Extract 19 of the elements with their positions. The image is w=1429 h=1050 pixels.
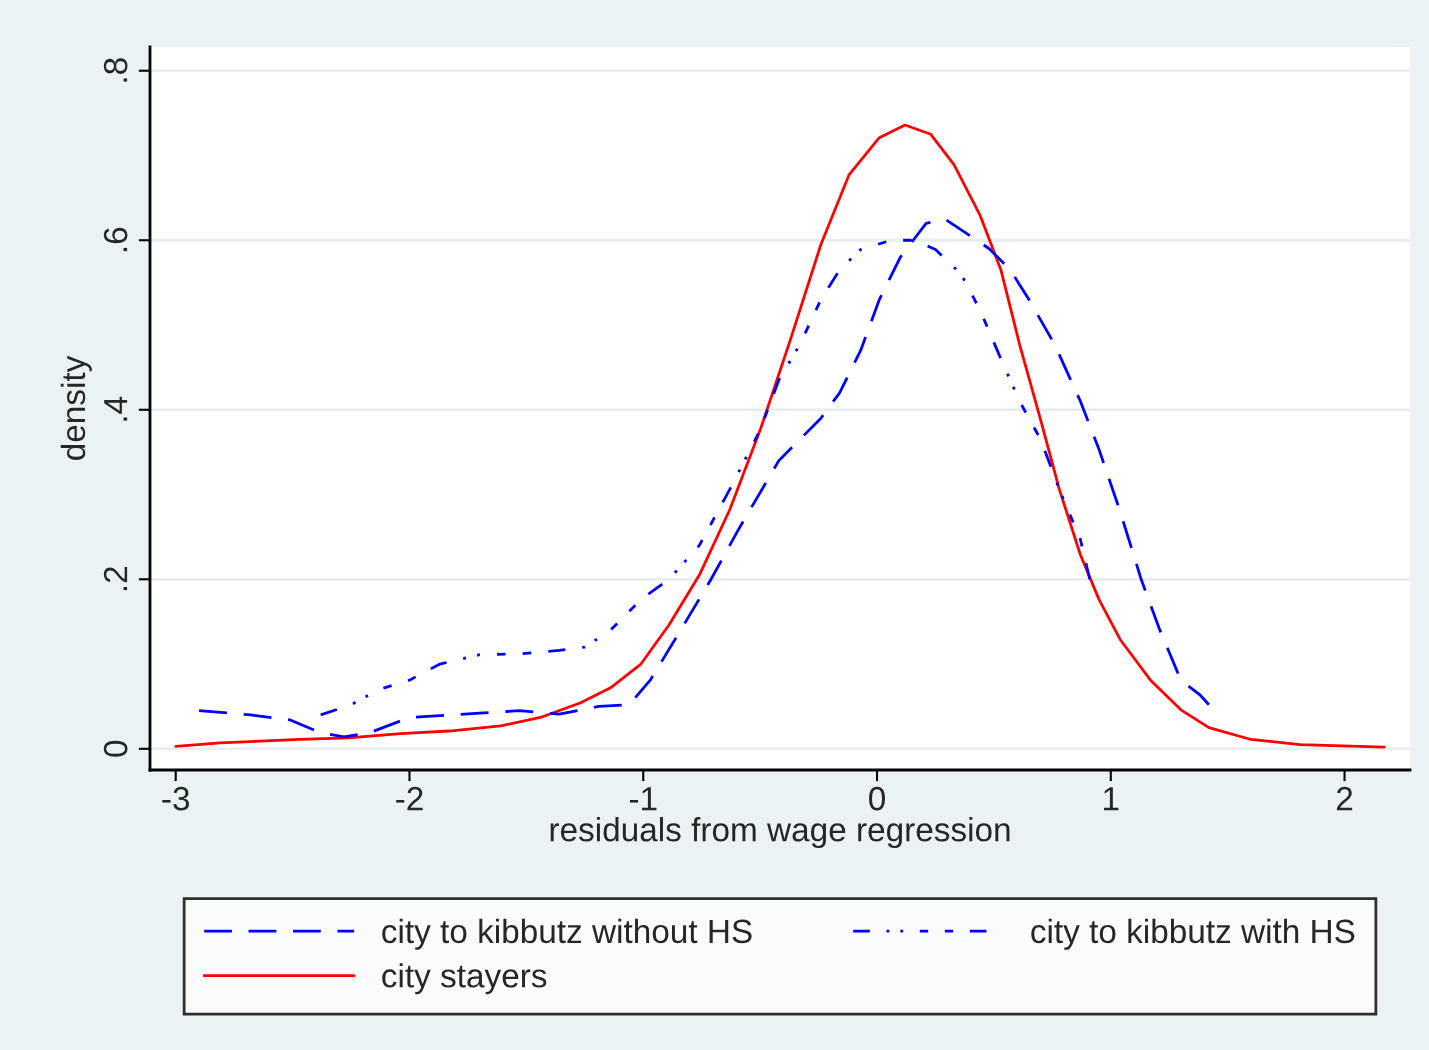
x-tick-label: 1 bbox=[1104, 787, 1119, 811]
line-series bbox=[319, 238, 1092, 717]
x-axis-title: residuals from wage regression bbox=[550, 817, 1010, 849]
y-tick-label: .8 bbox=[103, 58, 128, 82]
x-tick-label: -2 bbox=[396, 786, 423, 811]
y-tick-label: .2 bbox=[103, 567, 128, 591]
x-tick-label: 0 bbox=[869, 786, 885, 811]
legend-label: city to kibbutz without HS bbox=[382, 918, 752, 950]
y-tick-label: 0 bbox=[103, 740, 128, 757]
line-series bbox=[174, 123, 1386, 749]
y-tick-label: .4 bbox=[104, 396, 128, 421]
line-series bbox=[197, 217, 1211, 739]
x-tick-label: -1 bbox=[629, 787, 657, 811]
y-tick-label: .6 bbox=[103, 227, 128, 252]
x-tick-label: -3 bbox=[162, 786, 190, 811]
legend-label: city to kibbutz with HS bbox=[1031, 918, 1355, 950]
y-axis-title: density bbox=[60, 355, 92, 460]
x-tick-label: 2 bbox=[1336, 786, 1353, 811]
legend-label: city stayers bbox=[382, 963, 547, 995]
